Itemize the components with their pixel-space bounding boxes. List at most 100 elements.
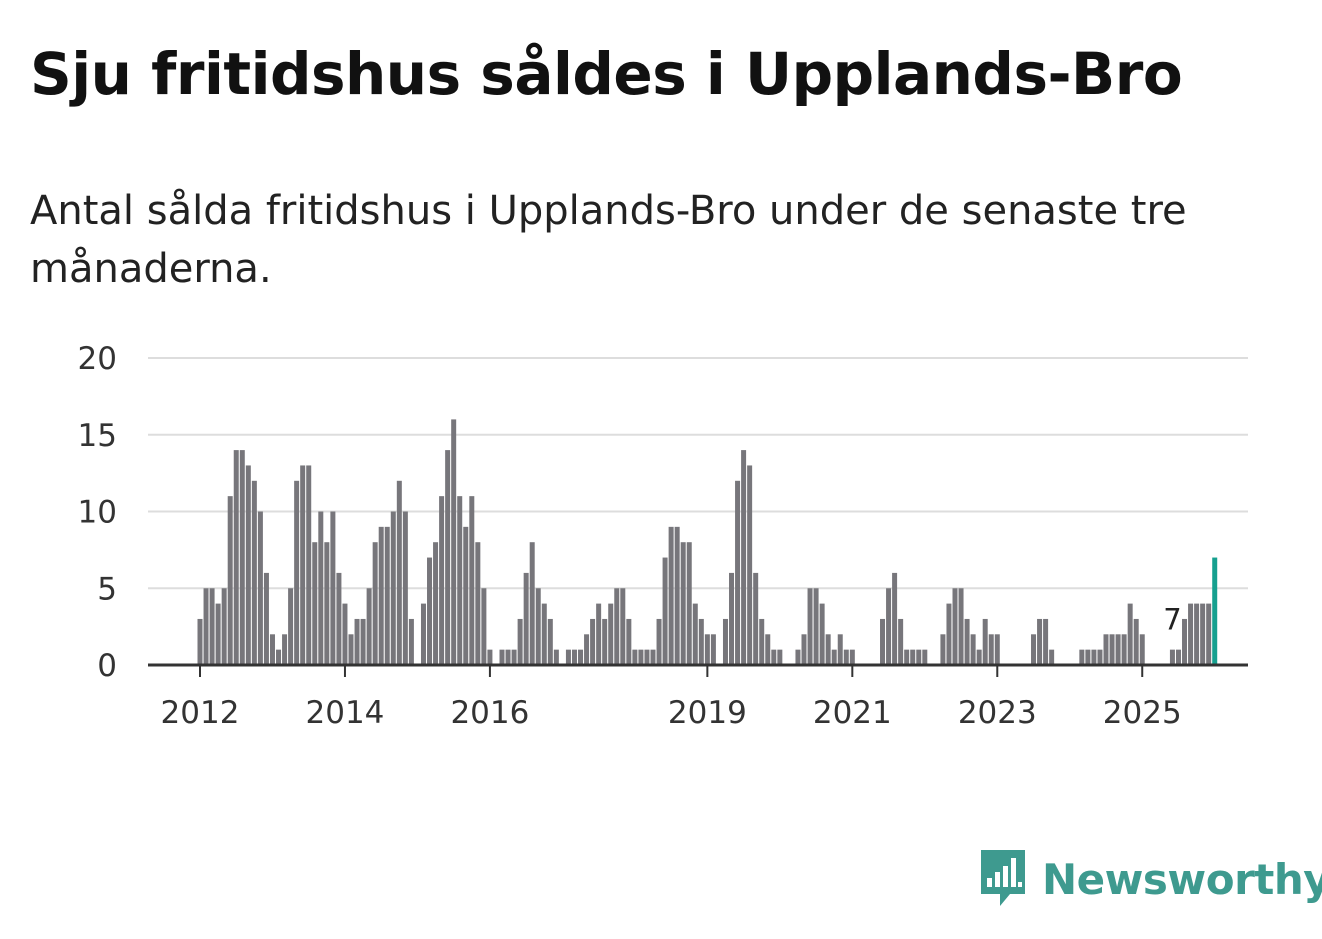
x-tick-label-2025: 2025 xyxy=(1103,695,1182,731)
bar xyxy=(1188,603,1194,665)
bar xyxy=(880,618,886,665)
bar xyxy=(765,634,771,665)
bar xyxy=(360,618,366,665)
bar xyxy=(922,649,928,665)
bar xyxy=(710,634,716,665)
bar xyxy=(529,542,535,665)
bar xyxy=(312,542,318,665)
bar xyxy=(704,634,710,665)
bar xyxy=(269,634,275,665)
bar xyxy=(753,572,759,665)
bar xyxy=(390,511,396,665)
bar xyxy=(541,603,547,665)
bar xyxy=(282,634,288,665)
bar xyxy=(300,465,306,665)
bar xyxy=(698,618,704,665)
x-tick-label-2021: 2021 xyxy=(813,695,892,731)
bar xyxy=(553,649,559,665)
bar xyxy=(602,618,608,665)
bar xyxy=(427,557,433,665)
bar xyxy=(656,618,662,665)
y-tick-label-5: 5 xyxy=(97,571,117,607)
bar xyxy=(565,649,571,665)
bar xyxy=(1037,618,1043,665)
bar xyxy=(1091,649,1097,665)
bar xyxy=(680,542,686,665)
bar xyxy=(1127,603,1133,665)
bar xyxy=(976,649,982,665)
x-tick-label-2016: 2016 xyxy=(450,695,529,731)
bar xyxy=(535,588,541,665)
bar xyxy=(245,465,251,665)
bar xyxy=(825,634,831,665)
bar xyxy=(342,603,348,665)
bar xyxy=(916,649,922,665)
bar xyxy=(1049,649,1055,665)
bar xyxy=(1031,634,1037,665)
bar xyxy=(620,588,626,665)
bar xyxy=(257,511,263,665)
bar xyxy=(813,588,819,665)
bar xyxy=(958,588,964,665)
bar xyxy=(952,588,958,665)
bar xyxy=(1079,649,1085,665)
bar xyxy=(547,618,553,665)
bar xyxy=(898,618,904,665)
bar xyxy=(336,572,342,665)
bar xyxy=(650,649,656,665)
bar xyxy=(276,649,282,665)
bar xyxy=(584,634,590,665)
bar xyxy=(203,588,209,665)
newsworthy-brand: Newsworthy xyxy=(978,848,1322,910)
bar xyxy=(910,649,916,665)
x-tick-label-2012: 2012 xyxy=(161,695,240,731)
bar xyxy=(396,480,402,665)
bar xyxy=(964,618,970,665)
bar xyxy=(614,588,620,665)
bar xyxy=(638,649,644,665)
bar xyxy=(904,649,910,665)
bar xyxy=(451,419,457,665)
bar xyxy=(735,480,741,665)
chart-subtitle: Antal sålda fritidshus i Upplands-Bro un… xyxy=(30,188,1187,292)
bar xyxy=(1097,649,1103,665)
bar xyxy=(849,649,855,665)
bar xyxy=(475,542,481,665)
bar xyxy=(433,542,439,665)
bar xyxy=(233,450,239,665)
bar xyxy=(499,649,505,665)
bar xyxy=(263,572,269,665)
bar xyxy=(318,511,324,665)
bar xyxy=(354,618,360,665)
bar xyxy=(692,603,698,665)
bar xyxy=(722,618,728,665)
bar xyxy=(197,618,203,665)
bar xyxy=(1043,618,1049,665)
bars xyxy=(197,419,1218,665)
bar xyxy=(982,618,988,665)
bar-chart: 0 5 10 15 20 2012 2014 2016 2019 2021 2023 2025 7 xyxy=(78,341,1248,731)
bar xyxy=(463,526,469,665)
bar xyxy=(215,603,221,665)
bar xyxy=(892,572,898,665)
bar xyxy=(759,618,765,665)
bar xyxy=(1133,618,1139,665)
bar xyxy=(324,542,330,665)
bar xyxy=(590,618,596,665)
bar xyxy=(837,634,843,665)
bar xyxy=(330,511,336,665)
bar xyxy=(1121,634,1127,665)
bar xyxy=(686,542,692,665)
bar xyxy=(1169,649,1175,665)
bar xyxy=(505,649,511,665)
bar xyxy=(729,572,735,665)
bar xyxy=(886,588,892,665)
bar-chart-speech-bubble-icon xyxy=(981,850,1025,906)
bar xyxy=(668,526,674,665)
bar xyxy=(988,634,994,665)
bar xyxy=(1182,618,1188,665)
bar xyxy=(378,526,384,665)
x-tick-label-2023: 2023 xyxy=(958,695,1037,731)
bar xyxy=(457,496,463,665)
bar xyxy=(970,634,976,665)
